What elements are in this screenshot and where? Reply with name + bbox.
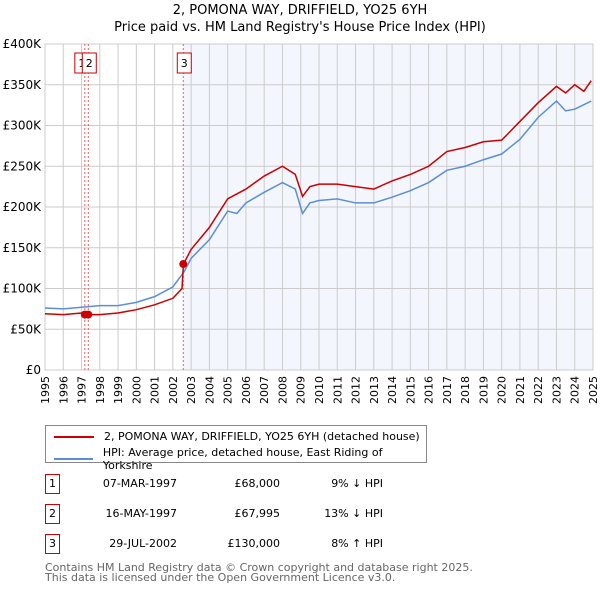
x-tick-label: 2022 bbox=[532, 376, 545, 404]
x-tick-label: 2019 bbox=[477, 376, 490, 404]
sale-hpi-diff: 8% ↑ HPI bbox=[331, 537, 383, 550]
plot-area: 1995 1996 1997 1998 1999 2000 2001 2002 2003 2004… bbox=[3, 37, 600, 404]
x-tick-label: 2001 bbox=[149, 376, 162, 404]
sale-hpi-diff: 9% ↓ HPI bbox=[331, 477, 383, 490]
legend-label-hpi: HPI: Average price, detached house, East… bbox=[102, 446, 383, 472]
footer-line-2: This data is licensed under the Open Gov… bbox=[45, 571, 396, 584]
y-tick-label: £200K bbox=[3, 200, 43, 214]
sale-price: £68,000 bbox=[234, 477, 281, 490]
x-tick-label: 2020 bbox=[496, 376, 509, 404]
y-tick-label: £250K bbox=[3, 159, 43, 173]
sales-table-row: 3 29-JUL-2002 £130,000 8% ↑ HPI bbox=[45, 534, 465, 554]
x-tick-label: 2007 bbox=[258, 376, 271, 404]
y-tick-label: £300K bbox=[3, 119, 43, 133]
sale-point bbox=[84, 310, 93, 319]
y-tick-label: £50K bbox=[10, 322, 42, 336]
x-tick-label: 2006 bbox=[240, 376, 253, 404]
y-tick-label: £100K bbox=[3, 282, 43, 296]
x-tick-label: 2010 bbox=[313, 376, 326, 404]
x-tick-label: 2018 bbox=[459, 376, 472, 404]
sale-number-badge: 3 bbox=[45, 534, 60, 554]
sale-label-box bbox=[81, 52, 97, 74]
sale-price: £67,995 bbox=[234, 507, 281, 520]
x-tick-label: 1996 bbox=[57, 376, 70, 404]
x-tick-label: 2023 bbox=[550, 376, 563, 404]
y-tick-label: £350K bbox=[3, 78, 43, 92]
x-tick-label: 2017 bbox=[441, 376, 454, 404]
x-tick-label: 2002 bbox=[167, 376, 180, 404]
legend-swatch-property bbox=[54, 435, 94, 438]
x-tick-label: 2009 bbox=[295, 376, 308, 404]
legend-swatch-hpi bbox=[54, 458, 93, 460]
x-tick-label: 2025 bbox=[587, 376, 600, 404]
sale-point bbox=[179, 260, 188, 269]
chart-title: 2, POMONA WAY, DRIFFIELD, YO25 6YH bbox=[172, 3, 428, 18]
y-tick-label: £400K bbox=[3, 37, 43, 51]
footer-line-1: Contains HM Land Registry data © Crown c… bbox=[45, 561, 473, 574]
sale-date: 29-JUL-2002 bbox=[109, 537, 177, 550]
sales-table-row: 1 07-MAR-1997 £68,000 9% ↓ HPI bbox=[45, 474, 465, 494]
x-tick-label: 2015 bbox=[404, 376, 417, 404]
x-tick-label: 2000 bbox=[130, 376, 143, 404]
sale-number-badge: 2 bbox=[45, 504, 60, 524]
series-line bbox=[44, 100, 592, 310]
x-tick-label: 1999 bbox=[112, 376, 125, 404]
x-tick-label: 2008 bbox=[276, 376, 289, 404]
sale-label: 2 bbox=[86, 57, 93, 70]
x-tick-label: 2014 bbox=[386, 376, 399, 404]
x-tick-label: 1997 bbox=[76, 376, 89, 404]
x-tick-label: 2021 bbox=[514, 376, 527, 404]
x-tick-label: 2024 bbox=[569, 376, 582, 404]
x-tick-label: 2005 bbox=[222, 376, 235, 404]
x-tick-label: 2012 bbox=[350, 376, 363, 404]
x-tick-label: 1995 bbox=[39, 376, 52, 404]
footer: Contains HM Land Registry data © Crown c… bbox=[45, 561, 473, 584]
series-line bbox=[44, 80, 592, 316]
x-tick-label: 2013 bbox=[368, 376, 381, 404]
chart-subtitle: Price paid vs. HM Land Registry's House … bbox=[114, 20, 486, 35]
sale-price: £130,000 bbox=[227, 537, 281, 550]
sale-date: 07-MAR-1997 bbox=[102, 477, 177, 490]
sale-label: 3 bbox=[181, 57, 188, 70]
x-tick-label: 1998 bbox=[94, 376, 107, 404]
y-tick-label: £150K bbox=[3, 241, 43, 255]
sale-hpi-diff: 13% ↓ HPI bbox=[324, 507, 383, 520]
sale-label-box bbox=[176, 52, 192, 74]
sales-table-row: 2 16-MAY-1997 £67,995 13% ↓ HPI bbox=[45, 504, 465, 524]
y-tick-label: £0 bbox=[26, 363, 41, 377]
x-tick-label: 2003 bbox=[185, 376, 198, 404]
x-tick-label: 2011 bbox=[331, 376, 344, 404]
x-tick-label: 2016 bbox=[423, 376, 436, 404]
x-tick-label: 2004 bbox=[203, 376, 216, 404]
sale-number-badge: 1 bbox=[45, 474, 60, 494]
legend-label-property: 2, POMONA WAY, DRIFFIELD, YO25 6YH (deta… bbox=[104, 430, 420, 443]
sale-date: 16-MAY-1997 bbox=[105, 507, 177, 520]
plot-border bbox=[44, 43, 594, 371]
legend: 2, POMONA WAY, DRIFFIELD, YO25 6YH (deta… bbox=[45, 425, 427, 472]
